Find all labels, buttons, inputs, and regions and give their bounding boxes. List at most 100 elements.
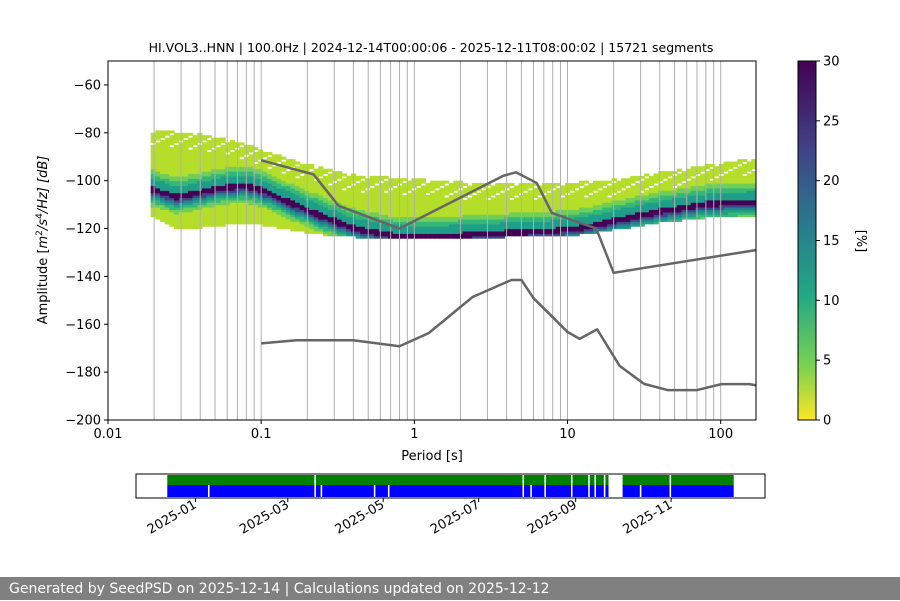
heatmap-cell	[597, 192, 603, 196]
heatmap-cell	[169, 142, 175, 146]
heatmap-cell	[253, 168, 259, 172]
heatmap-cell	[714, 178, 720, 182]
heatmap-cell	[360, 211, 366, 215]
heatmap-cell	[728, 214, 734, 218]
heatmap-cell	[276, 226, 282, 230]
heatmap-cell	[187, 156, 194, 160]
heatmap-cell	[173, 187, 180, 191]
heatmap-cell	[155, 163, 161, 167]
heatmap-cell	[150, 147, 156, 151]
heatmap-cell	[397, 195, 403, 199]
heatmap-cell	[634, 221, 641, 225]
heatmap-cell	[602, 190, 608, 194]
heatmap-cell	[425, 202, 431, 206]
heatmap-cell	[322, 195, 329, 199]
heatmap-cell	[453, 183, 459, 187]
heatmap-cell	[714, 180, 720, 184]
heatmap-cell	[648, 195, 655, 199]
heatmap-cell	[285, 187, 291, 191]
heatmap-cell	[271, 168, 278, 172]
heatmap-cell	[714, 185, 720, 189]
heatmap-cell	[220, 171, 226, 175]
heatmap-cell	[607, 180, 613, 184]
heatmap-cell	[220, 202, 226, 206]
heatmap-cell	[658, 175, 664, 179]
heatmap-cell	[364, 180, 371, 184]
heatmap-cell	[495, 204, 501, 208]
heatmap-cell	[169, 161, 175, 165]
heatmap-cell	[364, 209, 371, 213]
heatmap-cell	[327, 218, 333, 222]
heatmap-cell	[481, 206, 487, 210]
heatmap-cell	[746, 178, 752, 182]
heatmap-cell	[318, 195, 324, 199]
heatmap-cell	[597, 202, 603, 206]
heatmap-cell	[276, 197, 282, 201]
heatmap-cell	[355, 226, 361, 230]
heatmap-cell	[499, 204, 506, 208]
heatmap-cell	[448, 228, 454, 232]
heatmap-cell	[239, 171, 245, 175]
heatmap-cell	[499, 192, 506, 196]
heatmap-cell	[374, 221, 380, 225]
heatmap-cell	[462, 211, 468, 215]
heatmap-cell	[374, 209, 380, 213]
heatmap-cell	[155, 187, 161, 191]
heatmap-cell	[513, 228, 520, 232]
heatmap-cell	[360, 197, 366, 201]
heatmap-cell	[253, 192, 259, 196]
heatmap-cell	[150, 195, 156, 199]
heatmap-cell	[253, 214, 259, 218]
heatmap-cell	[751, 211, 756, 215]
heatmap-cell	[192, 147, 198, 151]
heatmap-cell	[751, 214, 756, 218]
heatmap-cell	[402, 216, 408, 220]
y-axis: −60−80−100−120−140−160−180−200	[65, 78, 108, 429]
heatmap-cell	[262, 173, 268, 177]
timeline-tick-label: 2025-07	[428, 497, 483, 537]
x-tick-label: 1	[410, 427, 418, 442]
grid	[153, 61, 722, 420]
heatmap-cell	[378, 230, 385, 234]
heatmap-cell	[471, 223, 478, 227]
heatmap-cell	[551, 228, 557, 232]
heatmap-cell	[276, 187, 282, 191]
heatmap-cell	[448, 206, 454, 210]
heatmap-cell	[690, 202, 697, 206]
heatmap-cell	[150, 168, 156, 172]
heatmap-cell	[485, 233, 492, 237]
heatmap-cell	[648, 202, 655, 206]
heatmap-cell	[229, 221, 236, 225]
heatmap-cell	[299, 163, 305, 167]
heatmap-cell	[346, 197, 352, 201]
heatmap-cell	[695, 199, 701, 203]
heatmap-cell	[322, 233, 329, 237]
availability-segment	[209, 485, 315, 497]
heatmap-cell	[597, 190, 603, 194]
heatmap-cell	[723, 168, 729, 172]
heatmap-cell	[532, 230, 538, 234]
heatmap-cell	[695, 166, 701, 170]
heatmap-cell	[267, 218, 273, 222]
heatmap-cell	[551, 209, 557, 213]
heatmap-cell	[336, 171, 343, 175]
heatmap-cell	[676, 187, 683, 191]
heatmap-cell	[318, 171, 324, 175]
heatmap-cell	[150, 204, 156, 208]
heatmap-cell	[318, 197, 324, 201]
heatmap-cell	[285, 218, 291, 222]
heatmap-cell	[546, 202, 552, 206]
heatmap-cell	[206, 144, 212, 148]
heatmap-cell	[346, 233, 352, 237]
heatmap-cell	[453, 185, 459, 189]
heatmap-cell	[700, 190, 706, 194]
heatmap-cell	[313, 226, 319, 230]
heatmap-cell	[309, 223, 315, 227]
heatmap-cell	[201, 183, 208, 187]
heatmap-cell	[630, 216, 636, 220]
heatmap-cell	[309, 221, 315, 225]
heatmap-cell	[653, 216, 659, 220]
heatmap-cell	[416, 192, 422, 196]
heatmap-cell	[257, 221, 264, 225]
heatmap-cell	[434, 223, 440, 227]
